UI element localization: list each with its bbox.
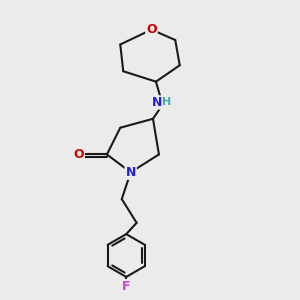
Text: N: N — [125, 166, 136, 179]
Text: O: O — [146, 23, 157, 36]
Text: O: O — [74, 148, 84, 161]
Text: H: H — [162, 98, 172, 107]
Text: N: N — [152, 96, 162, 109]
Text: F: F — [122, 280, 130, 293]
